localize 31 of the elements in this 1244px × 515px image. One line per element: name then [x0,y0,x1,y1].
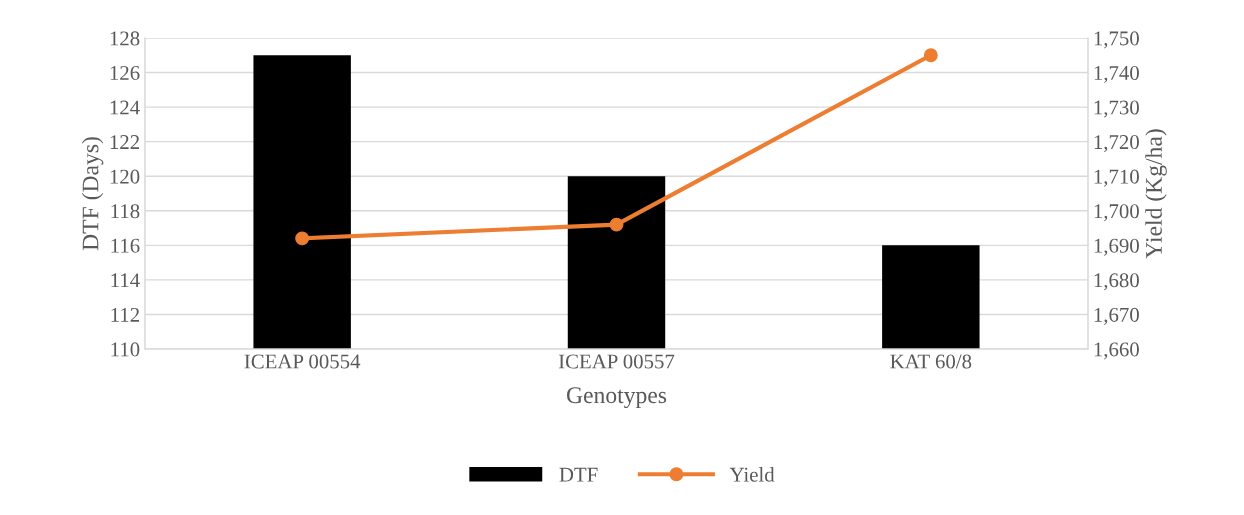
y-tick-label: 122 [110,135,139,149]
y2-tick-label: 1,660 [1094,342,1139,360]
point [609,217,624,232]
point [923,48,938,63]
y2-tick-label: 1,730 [1094,100,1139,118]
y2-tick-label: 1,700 [1094,204,1139,222]
y-tick-label: 116 [111,238,140,253]
y2-tick-label: 1,740 [1094,65,1139,83]
y-tick-label: 110 [111,342,140,357]
x-tick-label: KAT 60/8 [890,354,972,369]
y2-tick-label: 1,750 [1094,31,1139,49]
y-tick-label: 114 [111,273,140,288]
x-axis-title: Genotypes [566,387,667,409]
y2-tick-label: 1,690 [1094,238,1139,256]
legend-label: Yield [729,467,775,482]
y-tick-label: 112 [111,307,139,322]
y2-tick-label: 1,680 [1094,273,1139,291]
y2-axis-title: Yield (Kg/ha) [1145,129,1167,259]
y2-tick-label: 1,670 [1094,307,1139,325]
y-tick-label: 118 [111,204,140,219]
y2-tick-label: 1,710 [1094,169,1139,187]
legend-label: DTF [559,467,598,482]
x-tick-label: ICEAP 00557 [558,354,675,369]
y-tick-label: 124 [110,100,140,115]
x-tick-label: ICEAP 00554 [244,354,361,369]
y2-tick-label: 1,720 [1094,135,1139,153]
y-axis-title: DTF (Days) [81,137,104,251]
y-tick-label: 126 [110,65,140,80]
point [295,231,310,246]
y-tick-label: 120 [110,169,140,184]
y-tick-label: 128 [110,31,140,46]
